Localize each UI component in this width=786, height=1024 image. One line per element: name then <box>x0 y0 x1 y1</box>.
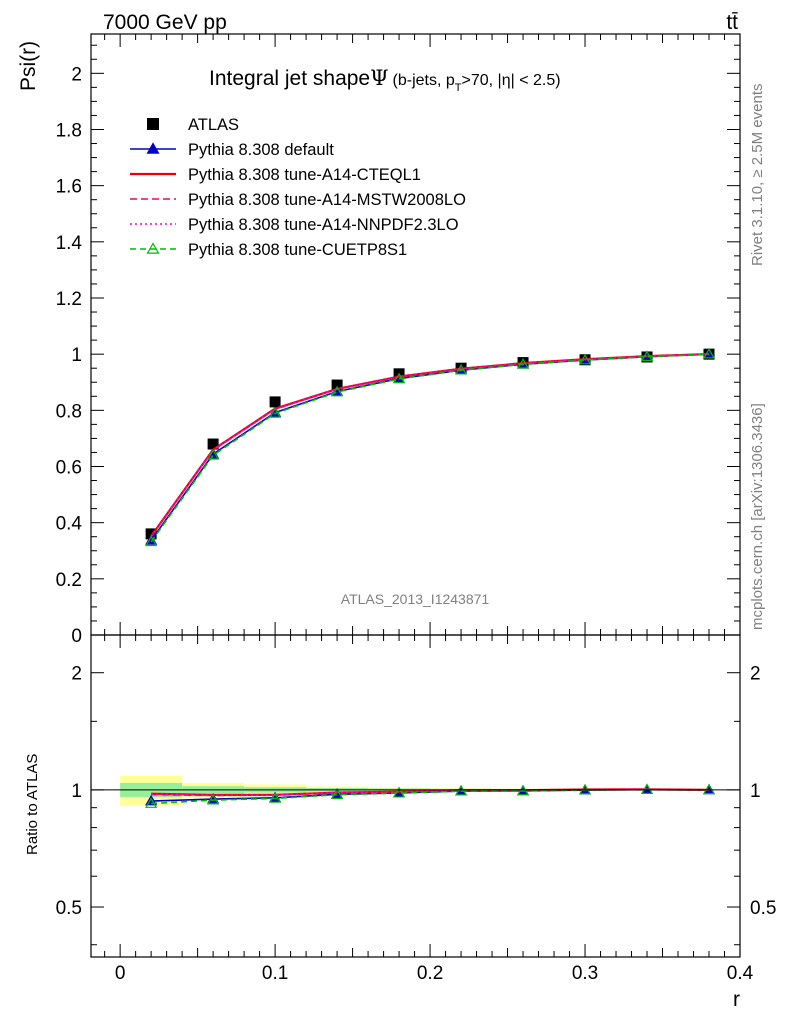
ratio-marker-pythia-8-308-tune-cuetp8s1 <box>702 783 716 795</box>
ratio-y-tick-label-right: 2 <box>750 664 761 685</box>
atlas-data-point <box>269 396 281 408</box>
ratio-marker-pythia-8-308-tune-cuetp8s1 <box>393 786 406 798</box>
y-axis-label: Psi(r) <box>17 41 40 91</box>
x-tick-label: 0.2 <box>417 963 443 984</box>
rivet-label: Rivet 3.1.10, ≥ 2.5M events <box>749 84 766 267</box>
series-marker-pythia-8-308-tune-cuetp8s1 <box>145 535 158 547</box>
ratio-marker-pythia-8-308-tune-cuetp8s1 <box>455 784 468 796</box>
series-marker-pythia-8-308-tune-cuetp8s1 <box>207 449 220 460</box>
legend-label-pythia-8-308-tune-cuetp8s1: Pythia 8.308 tune-CUETP8S1 <box>188 241 407 259</box>
x-tick-label: 0.4 <box>727 963 754 984</box>
series-marker-pythia-8-308-tune-cuetp8s1 <box>640 350 654 362</box>
ratio-marker-pythia-8-308-tune-cuetp8s1 <box>640 783 654 795</box>
ratio-marker-pythia-8-308-tune-cuetp8s1 <box>207 793 220 805</box>
y-tick-label: 0.4 <box>56 514 83 535</box>
series-marker-pythia-8-308-tune-cuetp8s1 <box>393 372 406 384</box>
series-marker-pythia-8-308-tune-cuetp8s1 <box>455 363 468 375</box>
process-label: tt̄ <box>726 11 738 34</box>
ratio-y-tick-label-right: 1 <box>750 781 761 802</box>
series-marker-pythia-8-308-tune-cuetp8s1 <box>331 385 344 397</box>
y-tick-label: 1.2 <box>56 289 82 310</box>
y-tick-label: 0 <box>71 626 82 647</box>
y-tick-label: 1.8 <box>56 120 82 141</box>
analysis-watermark: ATLAS_2013_I1243871 <box>341 591 490 607</box>
y-tick-label: 1.4 <box>56 233 83 254</box>
ratio-marker-pythia-8-308-tune-cuetp8s1 <box>331 788 344 800</box>
y-tick-label: 0.2 <box>56 570 82 591</box>
atlas-data-point <box>207 438 219 450</box>
series-line-pythia-8-308-default <box>150 353 710 541</box>
ratio-plot-frame <box>90 634 741 958</box>
ratio-y-tick-label: 2 <box>71 664 82 685</box>
x-axis-label: r <box>733 988 740 1011</box>
legend-label-pythia-8-308-tune-a14-cteql1: Pythia 8.308 tune-A14-CTEQL1 <box>188 166 421 184</box>
ratio-y-tick-label-right: 0.5 <box>750 898 776 919</box>
series-marker-pythia-8-308-tune-cuetp8s1 <box>578 353 592 365</box>
ratio-y-tick-label: 0.5 <box>56 898 82 919</box>
series-marker-pythia-8-308-tune-cuetp8s1 <box>269 407 282 418</box>
x-tick-label: 0.1 <box>262 963 288 984</box>
series-marker-pythia-8-308-tune-cuetp8s1 <box>517 358 530 369</box>
legend-label-pythia-8-308-default: Pythia 8.308 default <box>188 141 334 159</box>
series-line-pythia-8-308-tune-a14-nnpdf2-3lo <box>150 353 710 537</box>
main-series-group <box>145 347 716 547</box>
atlas-data-point <box>331 379 343 391</box>
energy-label: 7000 GeV pp <box>103 11 227 34</box>
y-tick-label: 1.6 <box>56 177 82 198</box>
ratio-y-tick-label: 1 <box>71 781 82 802</box>
legend-label-pythia-8-308-tune-a14-mstw2008lo: Pythia 8.308 tune-A14-MSTW2008LO <box>188 191 466 209</box>
chart-title: Integral jet shapeΨ (b-jets, pT>70, |η| <… <box>209 66 561 94</box>
legend-marker-pythia-8-308-tune-cuetp8s1 <box>146 242 160 254</box>
x-tick-label: 0 <box>115 963 126 984</box>
y-tick-label: 0.6 <box>56 457 82 478</box>
x-tick-label: 0.3 <box>572 963 598 984</box>
legend: ATLAS Pythia 8.308 default Pythia 8.308 tu… <box>130 116 466 259</box>
y-tick-label: 1 <box>71 345 82 366</box>
ratio-y-axis-label: Ratio to ATLAS <box>24 754 41 855</box>
series-line-pythia-8-308-tune-a14-mstw2008lo <box>150 353 710 538</box>
legend-marker-atlas <box>147 118 159 130</box>
legend-label-atlas: ATLAS <box>188 116 239 134</box>
series-line-pythia-8-308-tune-cuetp8s1 <box>150 353 710 543</box>
atlas-data-point <box>145 528 157 540</box>
legend-marker-pythia-8-308-default <box>146 142 160 154</box>
ratio-marker-pythia-8-308-tune-cuetp8s1 <box>269 792 282 803</box>
y-tick-label: 0.8 <box>56 401 82 422</box>
ratio-marker-pythia-8-308-tune-cuetp8s1 <box>145 797 158 808</box>
mcplots-label: mcplots.cern.ch [arXiv:1306.3436] <box>749 403 766 630</box>
series-marker-pythia-8-308-tune-cuetp8s1 <box>702 347 716 359</box>
legend-label-pythia-8-308-tune-a14-nnpdf2-3lo: Pythia 8.308 tune-A14-NNPDF2.3LO <box>188 216 459 234</box>
y-tick-label: 2 <box>71 64 82 85</box>
series-line-pythia-8-308-tune-a14-cteql1 <box>150 353 710 537</box>
